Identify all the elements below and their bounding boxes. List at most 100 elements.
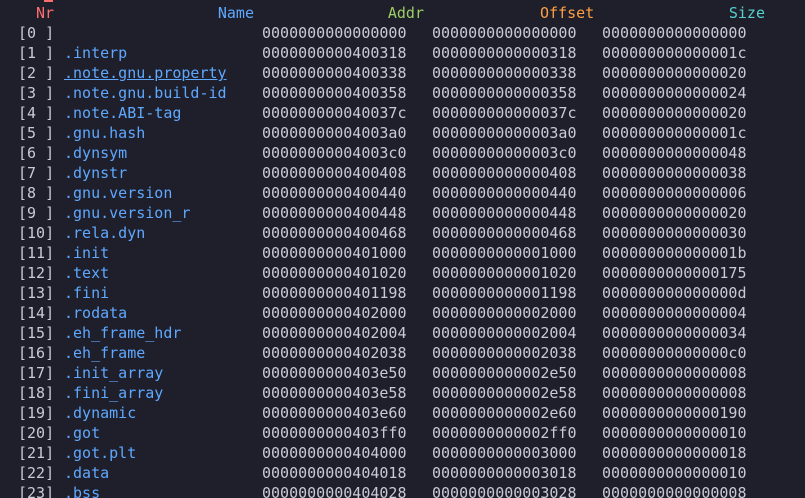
section-name-link[interactable]: .text bbox=[64, 264, 110, 282]
table-row[interactable]: [7 ] .dynstr 0000000000400408 0000000000000… bbox=[0, 163, 805, 183]
table-row[interactable]: [6 ] .dynsym 00000000004003c0 0000000000000… bbox=[0, 143, 805, 163]
section-name-link[interactable]: .data bbox=[64, 464, 110, 482]
row-nr: [4 ] bbox=[18, 104, 55, 122]
section-size: 00000000000000c0 bbox=[602, 344, 747, 362]
row-nr: [22] bbox=[18, 464, 55, 482]
section-offset: 0000000000000440 bbox=[432, 184, 577, 202]
row-nr: [17] bbox=[18, 364, 55, 382]
section-name-link[interactable]: .gnu.version_r bbox=[64, 204, 191, 222]
table-row[interactable]: [17] .init_array 0000000000403e50 000000000… bbox=[0, 363, 805, 383]
section-size: 000000000000000d bbox=[602, 284, 747, 302]
row-nr: [13] bbox=[18, 284, 55, 302]
row-nr: [2 ] bbox=[18, 64, 55, 82]
section-offset: 0000000000000448 bbox=[432, 204, 577, 222]
section-size: 0000000000000034 bbox=[602, 324, 747, 342]
row-nr: [5 ] bbox=[18, 124, 55, 142]
table-row[interactable]: [4 ] .note.ABI-tag 000000000040037c 0000000… bbox=[0, 103, 805, 123]
section-offset: 000000000000037c bbox=[432, 104, 577, 122]
section-addr: 0000000000404000 bbox=[262, 444, 407, 462]
section-name-link[interactable]: .got bbox=[64, 424, 101, 442]
section-size: 0000000000000008 bbox=[602, 364, 747, 382]
section-name-link[interactable]: .note.ABI-tag bbox=[64, 104, 182, 122]
section-addr: 0000000000400318 bbox=[262, 44, 407, 62]
section-name-link[interactable]: .rodata bbox=[64, 304, 128, 322]
row-nr: [21] bbox=[18, 444, 55, 462]
section-name-link[interactable]: .init bbox=[64, 244, 110, 262]
section-name-link[interactable]: .eh_frame bbox=[64, 344, 146, 362]
row-nr: [14] bbox=[18, 304, 55, 322]
section-offset: 0000000000000408 bbox=[432, 164, 577, 182]
table-row[interactable]: [19] .dynamic 0000000000403e60 000000000000… bbox=[0, 403, 805, 423]
section-name-link[interactable]: .fini_array bbox=[64, 384, 164, 402]
section-name-link[interactable]: .rela.dyn bbox=[64, 224, 146, 242]
section-name-link[interactable]: .gnu.hash bbox=[64, 124, 146, 142]
cursor-marker bbox=[44, 0, 53, 2]
section-addr: 0000000000400440 bbox=[262, 184, 407, 202]
section-addr: 000000000040037c bbox=[262, 104, 407, 122]
header-offset: Offset bbox=[540, 4, 594, 22]
section-offset: 0000000000000318 bbox=[432, 44, 577, 62]
section-name-link[interactable]: .dynamic bbox=[64, 404, 137, 422]
table-row[interactable]: [20] .got 0000000000403ff0 0000000000002ff0… bbox=[0, 423, 805, 443]
table-row[interactable]: [3 ] .note.gnu.build-id 0000000000400358 00… bbox=[0, 83, 805, 103]
row-nr: [3 ] bbox=[18, 84, 55, 102]
section-name-link[interactable]: .fini bbox=[64, 284, 110, 302]
section-addr: 00000000004003c0 bbox=[262, 144, 407, 162]
table-row[interactable]: [12] .text 0000000000401020 000000000000102… bbox=[0, 263, 805, 283]
section-offset: 0000000000002004 bbox=[432, 324, 577, 342]
section-addr: 0000000000404028 bbox=[262, 484, 407, 498]
row-nr: [1 ] bbox=[18, 44, 55, 62]
table-row[interactable]: [23] .bss 0000000000404028 0000000000003028… bbox=[0, 483, 805, 498]
section-size: 0000000000000024 bbox=[602, 84, 747, 102]
section-name-link[interactable]: .gnu.version bbox=[64, 184, 173, 202]
section-size: 0000000000000020 bbox=[602, 64, 747, 82]
section-size: 0000000000000000 bbox=[602, 24, 747, 42]
table-row[interactable]: [16] .eh_frame 0000000000402038 00000000000… bbox=[0, 343, 805, 363]
table-row[interactable]: [1 ] .interp 0000000000400318 0000000000000… bbox=[0, 43, 805, 63]
section-addr: 0000000000400358 bbox=[262, 84, 407, 102]
table-row[interactable]: [2 ] .note.gnu.property 0000000000400338 00… bbox=[0, 63, 805, 83]
section-addr: 0000000000400338 bbox=[262, 64, 407, 82]
table-row[interactable]: [21] .got.plt 0000000000404000 000000000000… bbox=[0, 443, 805, 463]
table-row[interactable]: [8 ] .gnu.version 0000000000400440 00000000… bbox=[0, 183, 805, 203]
section-offset: 00000000000003c0 bbox=[432, 144, 577, 162]
section-addr: 0000000000401198 bbox=[262, 284, 407, 302]
section-name-link[interactable]: .note.gnu.property bbox=[64, 64, 227, 82]
section-size: 0000000000000020 bbox=[602, 204, 747, 222]
section-size: 0000000000000008 bbox=[602, 384, 747, 402]
table-row[interactable]: [5 ] .gnu.hash 00000000004003a0 00000000000… bbox=[0, 123, 805, 143]
table-row[interactable]: [14] .rodata 0000000000402000 0000000000002… bbox=[0, 303, 805, 323]
section-name-link[interactable]: .note.gnu.build-id bbox=[64, 84, 227, 102]
section-size: 0000000000000010 bbox=[602, 424, 747, 442]
section-name-link[interactable]: .interp bbox=[64, 44, 128, 62]
section-name-link[interactable]: .dynsym bbox=[64, 144, 128, 162]
table-row[interactable]: [11] .init 0000000000401000 000000000000100… bbox=[0, 243, 805, 263]
section-size: 000000000000001b bbox=[602, 244, 747, 262]
section-size: 0000000000000190 bbox=[602, 404, 747, 422]
section-name-link[interactable]: .eh_frame_hdr bbox=[64, 324, 182, 342]
table-row[interactable]: [9 ] .gnu.version_r 0000000000400448 000000… bbox=[0, 203, 805, 223]
row-nr: [6 ] bbox=[18, 144, 55, 162]
section-addr: 0000000000400468 bbox=[262, 224, 407, 242]
section-addr: 0000000000402038 bbox=[262, 344, 407, 362]
section-name-link[interactable]: .got.plt bbox=[64, 444, 137, 462]
table-row[interactable]: [22] .data 0000000000404018 000000000000301… bbox=[0, 463, 805, 483]
table-row[interactable]: [10] .rela.dyn 0000000000400468 00000000000… bbox=[0, 223, 805, 243]
section-offset: 0000000000003028 bbox=[432, 484, 577, 498]
section-offset: 0000000000002e60 bbox=[432, 404, 577, 422]
table-row[interactable]: [13] .fini 0000000000401198 000000000000119… bbox=[0, 283, 805, 303]
section-size: 0000000000000010 bbox=[602, 464, 747, 482]
section-name-link[interactable]: .bss bbox=[64, 484, 101, 498]
row-nr: [7 ] bbox=[18, 164, 55, 182]
table-row[interactable]: [18] .fini_array 0000000000403e58 000000000… bbox=[0, 383, 805, 403]
row-nr: [8 ] bbox=[18, 184, 55, 202]
table-row[interactable]: [15] .eh_frame_hdr 0000000000402004 0000000… bbox=[0, 323, 805, 343]
section-name-link[interactable]: .dynstr bbox=[64, 164, 128, 182]
section-size: 000000000000001c bbox=[602, 124, 747, 142]
row-nr: [18] bbox=[18, 384, 55, 402]
table-row[interactable]: [0 ] 0000000000000000 0000000000000000 0000… bbox=[0, 23, 805, 43]
row-nr: [10] bbox=[18, 224, 55, 242]
section-addr: 00000000004003a0 bbox=[262, 124, 407, 142]
section-offset: 0000000000002038 bbox=[432, 344, 577, 362]
section-name-link[interactable]: .init_array bbox=[64, 364, 164, 382]
